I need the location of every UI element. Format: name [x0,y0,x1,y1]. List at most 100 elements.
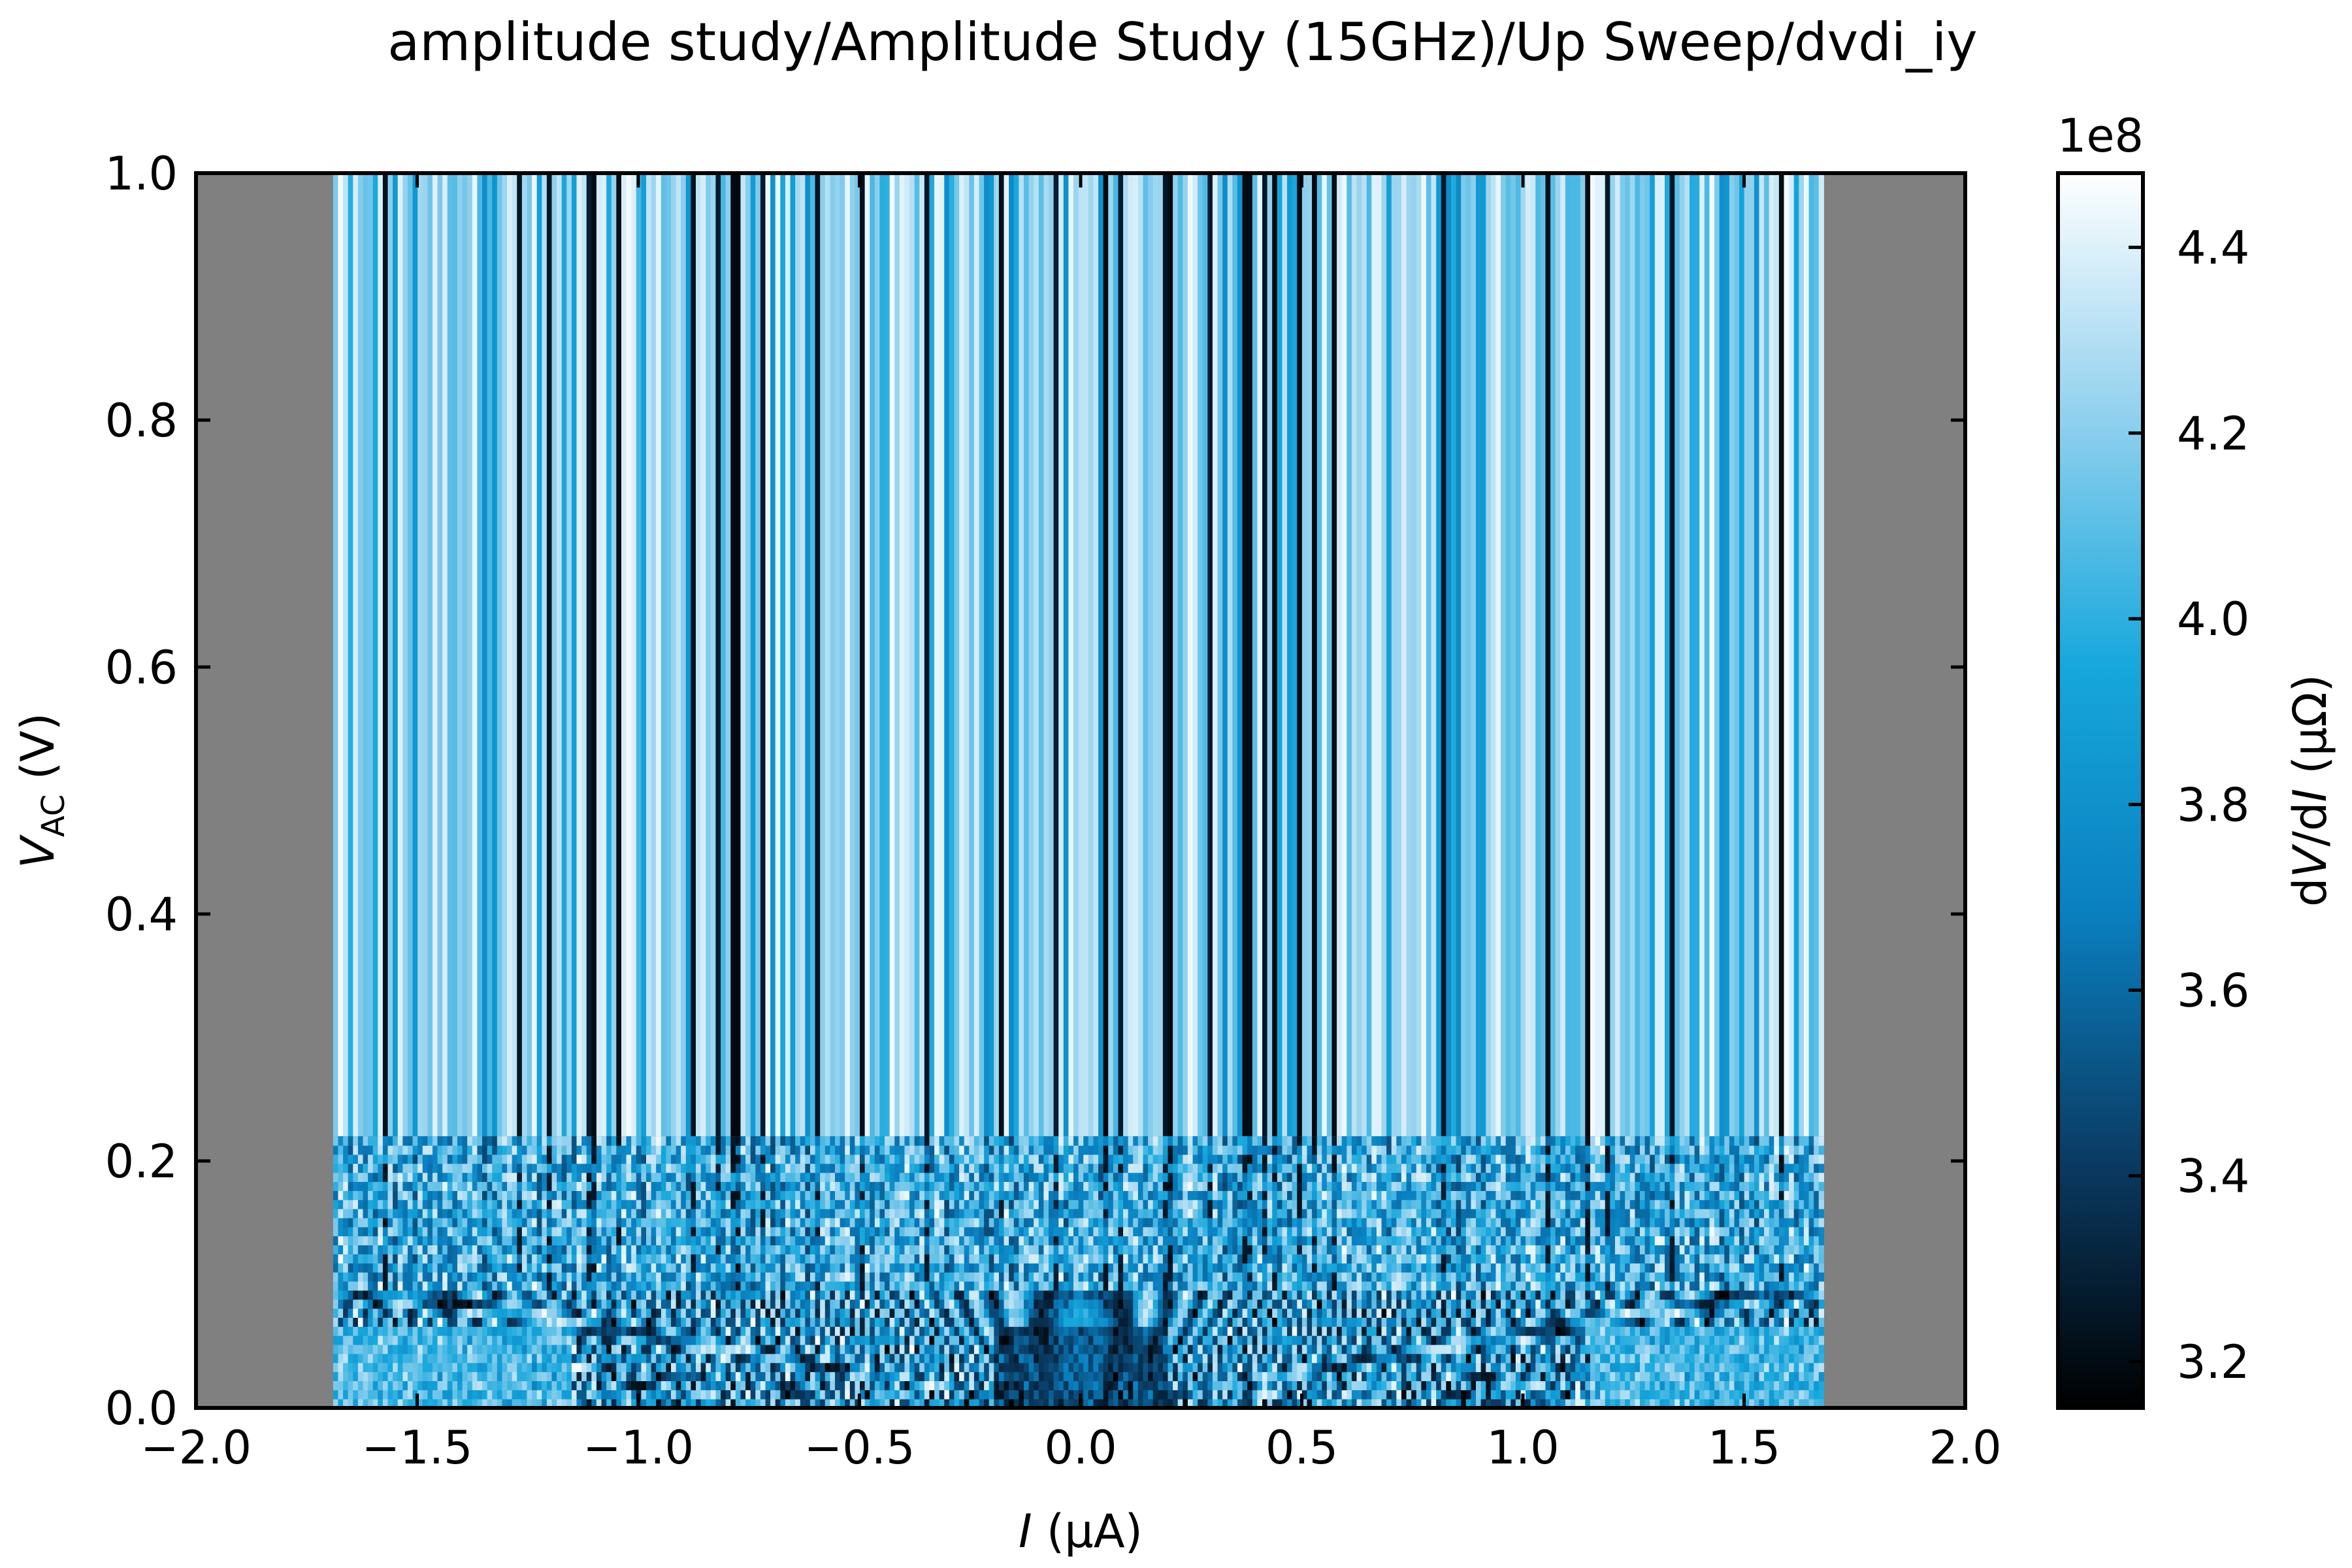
heatmap-cell [363,1390,368,1399]
heatmap-cell [879,1344,885,1354]
heatmap-cell [1183,1299,1188,1309]
heatmap-cell [1267,1281,1273,1291]
heatmap-cell [581,1263,587,1273]
heatmap-column [1545,173,1551,1137]
heatmap-cell [1038,1362,1044,1373]
heatmap-cell [1764,1390,1770,1399]
heatmap-cell [1252,1353,1258,1364]
heatmap-cell [1471,1326,1477,1336]
heatmap-cell [1013,1353,1019,1364]
heatmap-cell [412,1290,418,1300]
heatmap-cell [1272,1317,1278,1327]
heatmap-cell [1764,1353,1770,1364]
heatmap-cell [1192,1299,1198,1309]
heatmap-cell [1262,1308,1268,1318]
heatmap-cell [1739,1272,1745,1282]
heatmap-cell [1282,1380,1288,1390]
heatmap-cell [1744,1380,1750,1390]
heatmap-cell [1480,1272,1486,1282]
heatmap-cell [1684,1281,1690,1291]
heatmap-cell [1307,1371,1313,1382]
heatmap-cell [343,1290,349,1300]
heatmap-cell [1793,1281,1799,1291]
heatmap-cell [1053,1371,1059,1382]
heatmap-cell [1322,1317,1328,1327]
heatmap-cell [1252,1263,1258,1273]
heatmap-cell [333,1390,339,1399]
heatmap-cell [904,1353,910,1364]
heatmap-cell [1356,1380,1362,1390]
heatmap-cell [1515,1317,1522,1327]
heatmap-cell [338,1281,344,1291]
heatmap-cell [586,1371,592,1382]
heatmap-cell [1416,1353,1422,1364]
heatmap-cell [1426,1362,1432,1373]
heatmap-cell [1152,1390,1158,1399]
heatmap-cell [1416,1399,1422,1408]
heatmap-cell [641,1399,647,1408]
heatmap-column [457,173,463,1137]
heatmap-cell [1784,1317,1789,1327]
heatmap-cell [969,1272,975,1282]
heatmap-cell [393,1362,399,1373]
heatmap-cell [984,1399,990,1408]
heatmap-cell [591,1362,597,1373]
heatmap-cell [1739,1299,1745,1309]
heatmap-cell [1501,1335,1507,1345]
heatmap-cell [1034,1317,1039,1327]
heatmap-cell [1137,1353,1144,1364]
heatmap-cell [1654,1380,1660,1390]
heatmap-cell [1535,1281,1541,1291]
heatmap-cell [621,1326,627,1336]
heatmap-cell [586,1326,592,1336]
heatmap-cell [830,1344,836,1354]
heatmap-cell [1709,1281,1715,1291]
heatmap-column [1232,173,1238,1137]
heatmap-cell [1679,1308,1686,1318]
heatmap-cell [676,1308,681,1318]
heatmap-column [1540,173,1546,1137]
heatmap-column [1595,173,1601,1137]
heatmap-cell [1128,1335,1134,1345]
heatmap-cell [661,1380,666,1390]
heatmap-cell [671,1390,677,1399]
heatmap-cell [636,1335,642,1345]
heatmap-cell [512,1272,517,1282]
heatmap-cell [616,1290,622,1300]
heatmap-column [1257,173,1263,1137]
heatmap-cell [1799,1317,1805,1327]
heatmap-cell [998,1362,1005,1373]
heatmap-cell [1192,1390,1198,1399]
heatmap-cell [546,1362,553,1373]
heatmap-cell [770,1281,776,1291]
heatmap-cell [1814,1326,1820,1336]
heatmap-cell [820,1326,826,1336]
heatmap-cell [1192,1362,1198,1373]
heatmap-cell [984,1335,990,1345]
heatmap-cell [1183,1380,1188,1390]
heatmap-cell [437,1390,443,1399]
heatmap-cell [735,1290,742,1300]
heatmap-cell [790,1362,796,1373]
heatmap-cell [1257,1263,1263,1273]
heatmap-cell [502,1263,508,1273]
heatmap-cell [1371,1335,1377,1345]
heatmap-column [870,173,875,1137]
heatmap-column [800,173,806,1137]
heatmap-cell [387,1399,393,1408]
heatmap-cell [1152,1335,1158,1345]
heatmap-cell [1565,1390,1571,1399]
heatmap-cell [1202,1281,1208,1291]
heatmap-cell [1560,1299,1566,1309]
heatmap-column [750,173,756,1137]
heatmap-column [1560,173,1566,1137]
heatmap-column [1565,173,1571,1137]
heatmap-cell [755,1308,761,1318]
heatmap-cell [1774,1390,1780,1399]
heatmap-cell [973,1353,980,1364]
heatmap-cell [1232,1362,1238,1373]
heatmap-cell [1137,1371,1144,1382]
heatmap-cell [700,1299,706,1309]
heatmap-column [492,173,498,1137]
heatmap-cell [422,1344,428,1354]
